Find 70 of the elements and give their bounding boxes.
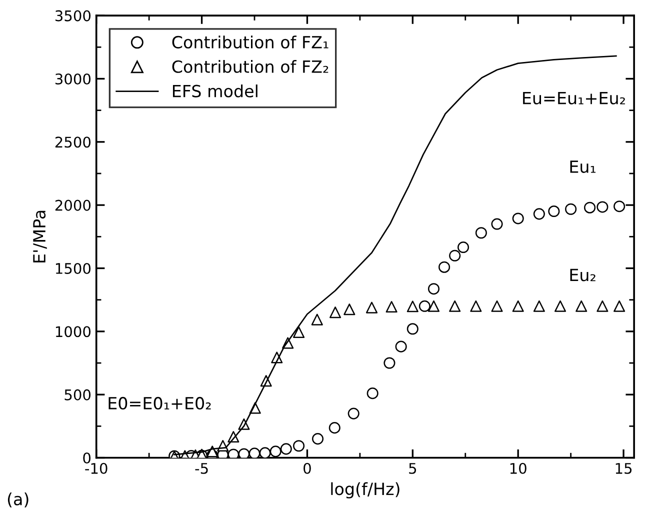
point [293,326,305,338]
point [206,446,218,458]
legend-label: Contribution of FZ₁ [172,36,328,48]
x-tick-label: 5 [409,463,416,474]
point [386,301,398,313]
point [576,300,588,312]
point [614,200,626,212]
y-tick-label: 3000 [55,73,91,84]
point [438,261,450,273]
y-axis-title: E'/MPa [33,210,47,262]
point [512,212,524,224]
x-tick-label: 15 [616,463,632,474]
point [395,340,407,352]
y-tick-label: 1500 [56,262,91,274]
x-tick-label: -10 [85,462,108,474]
point [533,300,545,312]
point [596,201,608,213]
point [533,208,545,220]
point [293,440,305,452]
point [565,203,577,215]
point [406,300,418,312]
point [366,388,378,400]
y-tick-label: 500 [64,389,91,400]
point [311,314,323,326]
point [418,300,430,312]
point [384,357,396,369]
x-axis-title: log(f/Hz) [331,482,400,498]
point [259,447,271,458]
annotation: Eu₁ [570,160,596,173]
annotation: E0=E0₁+E0₂ [108,396,211,410]
point [228,448,240,458]
point [348,408,360,420]
point [238,448,250,458]
point [614,300,626,312]
point [248,448,260,458]
point [491,300,503,312]
x-tick-label: -5 [195,463,208,474]
point [475,227,487,239]
annotation: Eu=Eu₁+Eu₂ [523,92,625,104]
x-tick-label: 0 [304,462,311,474]
point [406,323,418,335]
y-tick-label: 0 [83,452,91,464]
point [329,306,342,318]
legend-label: Contribution of FZ₂ [172,60,328,73]
annotation: Eu₂ [570,268,596,282]
point [457,242,470,254]
point [449,300,461,312]
point [428,283,440,295]
y-tick-label: 1000 [56,326,91,338]
y-tick-label: 2500 [55,136,91,148]
y-tick-label: 2000 [55,200,91,211]
point [312,433,324,445]
point [344,304,356,316]
point [491,218,503,230]
point [470,300,482,312]
legend-label: EFS model [172,84,258,98]
point [270,446,282,458]
y-tick-label: 3500 [55,10,91,22]
point [449,250,461,262]
point [548,205,560,218]
point [596,300,608,312]
text: (a) [8,492,28,508]
point [366,302,378,314]
x-tick-label: 10 [510,462,526,474]
point [512,300,524,312]
point [584,202,596,214]
point [554,300,566,312]
point [280,443,292,455]
point [428,300,440,312]
point [328,422,340,434]
